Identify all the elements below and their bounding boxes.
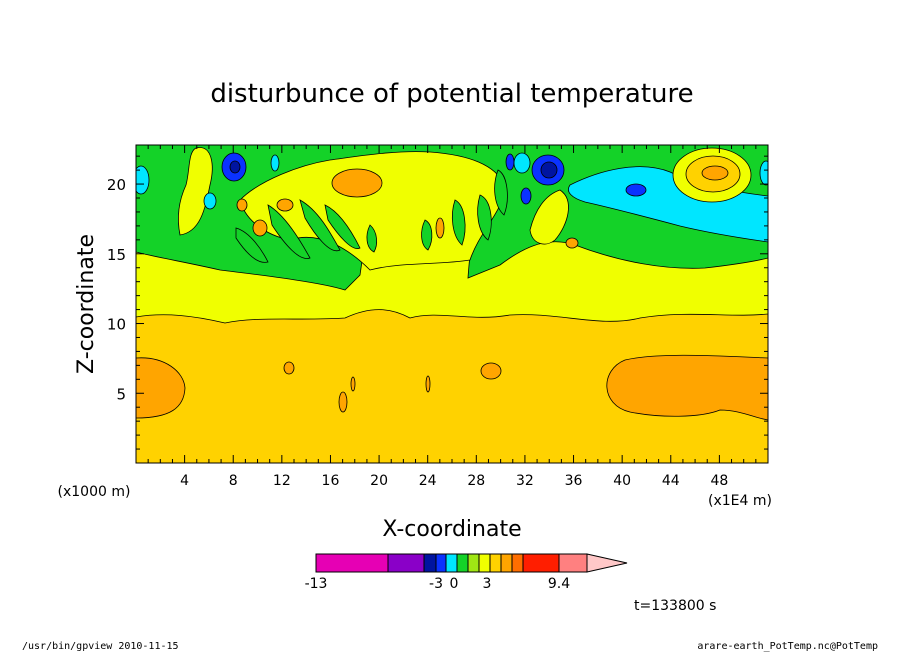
x-tick-label: 32 (516, 473, 534, 489)
x-tick-label: 44 (662, 473, 680, 489)
y-tick-label: 15 (107, 246, 126, 264)
orange-blob (331, 168, 383, 198)
cyan-cell (229, 160, 241, 174)
cyan-cell (136, 165, 150, 195)
colorbar-tick-label: 9.4 (548, 576, 570, 592)
x-tick-label: 16 (322, 473, 340, 489)
colorbar-tick-label: 0 (450, 576, 459, 592)
colorbar-bin (435, 553, 447, 573)
colorbar-bin (387, 553, 425, 573)
colorbar-bin (315, 553, 389, 573)
colorbar-bin (522, 553, 560, 573)
colorbar-bin (445, 553, 458, 573)
cyan-tongue (568, 166, 768, 243)
chart-title: disturbunce of potential temperature (210, 79, 693, 109)
green-streak (324, 204, 361, 249)
x-tick-label: 20 (370, 473, 388, 489)
orange-band-left (136, 357, 186, 419)
orange-blob (338, 391, 348, 413)
y-axis-title: Z-coordinate (74, 234, 99, 374)
green-streak (267, 204, 311, 259)
x-tick-label: 28 (467, 473, 485, 489)
orange-blob (435, 217, 445, 239)
green-streak (494, 169, 508, 216)
x-tick-label: 12 (273, 473, 291, 489)
y-tick-label: 5 (116, 385, 126, 403)
warm-cell-inner (701, 165, 729, 181)
orange-blob (252, 219, 268, 237)
orange-blob (565, 237, 579, 249)
time-label: t=133800 s (634, 598, 716, 614)
x-unit-label: (x1E4 m) (708, 493, 772, 509)
yellow-pocket-right (529, 189, 569, 245)
dark-blue-core (540, 161, 558, 179)
orange-blob (480, 362, 502, 380)
x-tick-label: 40 (613, 473, 631, 489)
green-streak (235, 227, 269, 263)
colorbar-bin (500, 553, 513, 573)
green-streak (299, 199, 341, 252)
yellow-pocket-center (239, 151, 506, 271)
blue-cell (505, 153, 515, 171)
green-streak (477, 194, 492, 241)
orange-blob (425, 375, 431, 393)
x-tick-label: 4 (180, 473, 189, 489)
colorbar-bin (456, 553, 469, 573)
x-tick-label: 8 (229, 473, 238, 489)
colorbar-tick-label: -3 (429, 576, 443, 592)
footer-program-date: /usr/bin/gpview 2010-11-15 (22, 641, 179, 652)
green-streak (451, 199, 466, 246)
orange-blob (236, 198, 248, 212)
cyan-cell (270, 154, 280, 172)
x-tick-label: 36 (565, 473, 583, 489)
cyan-cell (759, 160, 768, 186)
contour-field (136, 145, 768, 463)
yellow-pocket-left (178, 147, 213, 236)
colorbar: -13 -3 0 3 9.4 (305, 553, 628, 592)
x-tick-label: 48 (710, 473, 728, 489)
orange-band-right (606, 354, 768, 421)
colorbar-tick-label: 3 (483, 576, 492, 592)
colorbar-bin (489, 553, 502, 573)
colorbar-arrow (586, 553, 628, 573)
y-tick-label: 20 (107, 176, 126, 194)
footer-data-source: arare-earth_PotTemp.nc@PotTemp (697, 641, 878, 652)
orange-blob (283, 361, 295, 375)
x-tick-label: 24 (419, 473, 437, 489)
green-streak (366, 224, 378, 253)
blue-cell (520, 187, 532, 205)
x-axis-title: X-coordinate (382, 517, 521, 542)
orange-blob (276, 198, 294, 212)
colorbar-bin (558, 553, 588, 573)
colorbar-bin (467, 553, 480, 573)
colorbar-bin (511, 553, 524, 573)
green-streak (421, 219, 433, 251)
y-unit-label: (x1000 m) (58, 484, 131, 500)
colorbar-bin (423, 553, 437, 573)
y-tick-label: 10 (107, 316, 126, 334)
blue-cell (625, 183, 647, 197)
cyan-cell (203, 192, 217, 210)
cyan-cell (513, 152, 531, 174)
orange-blob (350, 376, 356, 392)
colorbar-bin (478, 553, 491, 573)
colorbar-tick-label: -13 (305, 576, 328, 592)
